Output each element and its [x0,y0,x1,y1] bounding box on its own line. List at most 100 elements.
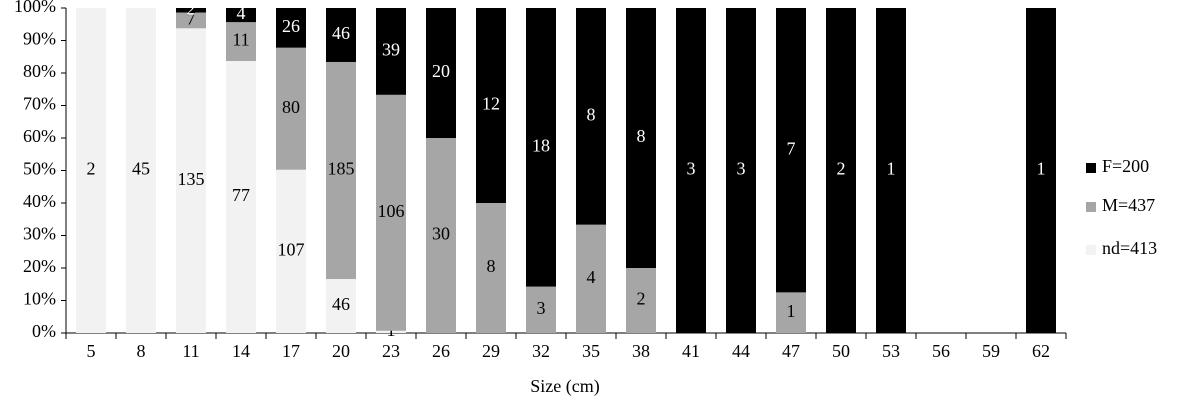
data-label: 20 [432,61,450,81]
bar-segment [476,203,506,333]
legend-swatch [1086,202,1096,212]
data-label: 185 [328,159,355,179]
bar-segment [776,8,806,293]
bar-segment [576,224,606,333]
legend-swatch [1086,245,1096,255]
x-tick-label: 14 [232,341,250,361]
x-tick-label: 17 [282,341,300,361]
bar-segment [126,8,156,333]
x-tick-label: 5 [87,341,96,361]
data-label: 18 [532,135,550,155]
bar-segment [376,94,406,331]
bar-segment [626,268,656,333]
bar-segment [526,8,556,287]
x-tick-label: 38 [632,341,650,361]
bar-segment [276,47,306,170]
x-tick-label: 56 [932,341,950,361]
bar-segment [326,61,356,280]
data-label: 45 [132,159,150,179]
bar-segment [526,286,556,333]
data-label: 2 [187,0,196,18]
bar-segment [176,12,206,29]
bar-segment [626,8,656,268]
data-label: 8 [637,126,646,146]
data-label: 26 [282,16,300,36]
x-tick-label: 8 [137,341,146,361]
data-label: 3 [687,159,696,179]
bar-segment [476,8,506,203]
data-label: 1 [887,159,896,179]
data-label: 4 [587,267,596,287]
x-tick-label: 50 [832,341,850,361]
data-label: 39 [382,40,400,60]
bar-segment [176,8,206,13]
x-tick-label: 23 [382,341,400,361]
bar-segment [426,8,456,138]
data-label: 1 [1037,159,1046,179]
x-tick-label: 29 [482,341,500,361]
x-tick-label: 41 [682,341,700,361]
x-axis-label: Size (cm) [530,376,599,397]
bar-segment [226,60,256,333]
y-tick-label: 100% [14,0,56,16]
data-label: 46 [332,294,350,314]
bar-segment [226,8,256,23]
bar-segment [826,8,856,333]
x-tick-label: 62 [1032,341,1050,361]
legend-label: M=437 [1102,195,1155,215]
data-label: 3 [537,298,546,318]
data-label: 7 [787,138,796,158]
bar-segment [226,22,256,61]
data-label: 107 [278,239,305,259]
x-tick-label: 11 [182,341,199,361]
data-label: 2 [837,159,846,179]
data-label: 11 [232,30,249,50]
x-tick-label: 32 [532,341,550,361]
x-tick-label: 35 [582,341,600,361]
x-tick-label: 20 [332,341,350,361]
y-tick-label: 70% [23,94,56,114]
x-tick-label: 53 [882,341,900,361]
data-label: 8 [587,104,596,124]
data-label: 1 [787,301,796,321]
data-label: 80 [282,97,300,117]
data-label: 12 [482,94,500,114]
data-label: 2 [637,289,646,309]
bar-segment [326,8,356,62]
bar-segment [426,138,456,333]
y-tick-label: 0% [32,321,56,341]
bar-segment [76,8,106,333]
x-tick-label: 44 [732,341,750,361]
bar-segment [676,8,706,333]
data-label: 3 [737,159,746,179]
y-tick-label: 40% [23,191,56,211]
bar-segment [576,8,606,225]
data-label: 7 [187,9,196,29]
data-label: 2 [87,159,96,179]
data-label: 77 [232,185,250,205]
y-tick-label: 90% [23,29,56,49]
bar-segment [726,8,756,333]
y-tick-label: 60% [23,126,56,146]
data-label: 4 [237,3,246,23]
legend-label: nd=413 [1102,238,1157,258]
bar-segment [1026,8,1056,333]
legend-swatch [1086,163,1096,173]
bar-segment [276,8,306,48]
y-tick-label: 80% [23,61,56,81]
legend-label: F=200 [1102,156,1149,176]
y-tick-label: 50% [23,159,56,179]
bar-segment [176,28,206,333]
x-tick-label: 47 [782,341,800,361]
data-label: 8 [487,256,496,276]
data-label: 135 [178,169,205,189]
y-tick-label: 20% [23,256,56,276]
data-label: 30 [432,224,450,244]
x-tick-label: 26 [432,341,450,361]
bar-segment [376,8,406,95]
bar-segment [376,330,406,333]
y-tick-label: 10% [23,289,56,309]
data-label: 46 [332,23,350,43]
y-tick-label: 30% [23,224,56,244]
